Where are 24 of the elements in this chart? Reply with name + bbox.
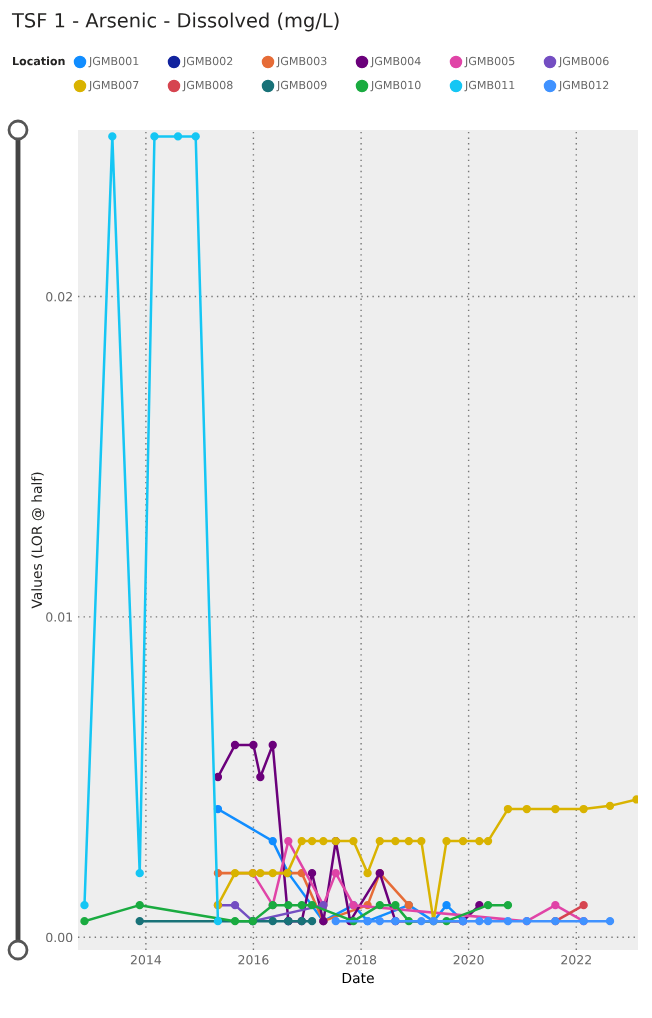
x-axis-title: Date (342, 972, 374, 984)
legend-label: JGMB010 (370, 80, 421, 92)
y-tick-label: 0.01 (46, 612, 72, 622)
y-tick-label: 0.00 (46, 932, 73, 943)
legend-label: JGMB003 (276, 56, 327, 68)
x-tick-label: 2022 (561, 955, 591, 965)
x-tick-label: 2020 (453, 955, 484, 965)
y-axis-title: Values (LOR @ half) (31, 472, 45, 609)
legend-label: JGMB009 (276, 80, 327, 92)
y-tick-label: 0.02 (46, 292, 72, 302)
legend-label: JGMB011 (464, 80, 515, 92)
legend-title: Location (13, 56, 65, 66)
legend-label: JGMB006 (558, 56, 609, 68)
legend-label: JGMB002 (182, 56, 233, 68)
legend-label: JGMB004 (370, 56, 421, 68)
x-tick-label: 2018 (346, 955, 377, 965)
legend-label: JGMB008 (182, 80, 233, 92)
legend-label: JGMB007 (88, 80, 139, 92)
x-tick-label: 2014 (130, 955, 162, 965)
legend-label: JGMB005 (464, 56, 515, 68)
legend-label: JGMB001 (88, 56, 139, 68)
chart-title: TSF 1 - Arsenic - Dissolved (mg/L) (11, 12, 339, 32)
x-tick-label: 2016 (238, 955, 269, 965)
legend-label: JGMB012 (558, 80, 609, 92)
